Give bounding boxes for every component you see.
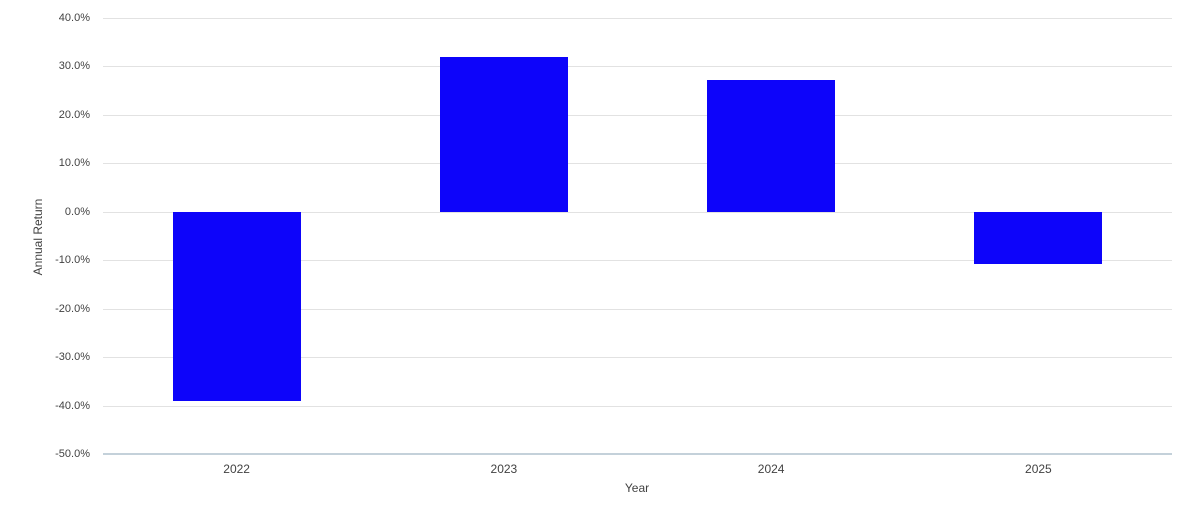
- y-tick-label: 30.0%: [58, 60, 90, 73]
- bar-2024: [707, 80, 836, 212]
- y-tick-label: -40.0%: [55, 399, 90, 412]
- y-tick-label: -50.0%: [55, 448, 90, 460]
- y-tick-label: -30.0%: [55, 351, 90, 364]
- y-tick-label: 20.0%: [58, 108, 90, 121]
- x-axis-baseline: [103, 453, 1172, 455]
- y-tick-label: 10.0%: [58, 157, 90, 170]
- bar-2025: [974, 211, 1103, 265]
- gridline: [103, 357, 1172, 359]
- x-tick-label: 2023: [490, 462, 518, 476]
- x-tick-label: 2024: [757, 462, 785, 476]
- gridline: [103, 308, 1172, 310]
- y-tick-label: -20.0%: [55, 302, 90, 315]
- gridline: [103, 163, 1172, 165]
- bar-2022: [172, 211, 301, 401]
- x-tick-label: 2022: [223, 462, 250, 476]
- gridline: [103, 405, 1172, 407]
- y-tick-label: -10.0%: [55, 254, 90, 267]
- gridline: [103, 18, 1172, 19]
- gridline: [103, 211, 1172, 213]
- x-axis-title: Year: [624, 481, 650, 495]
- gridline: [103, 260, 1172, 262]
- gridline: [103, 114, 1172, 116]
- y-tick-label: 40.0%: [58, 12, 90, 24]
- y-tick-label: 0.0%: [64, 205, 90, 218]
- bar-2023: [439, 56, 568, 212]
- gridline: [103, 66, 1172, 68]
- x-tick-label: 2025: [1025, 462, 1052, 476]
